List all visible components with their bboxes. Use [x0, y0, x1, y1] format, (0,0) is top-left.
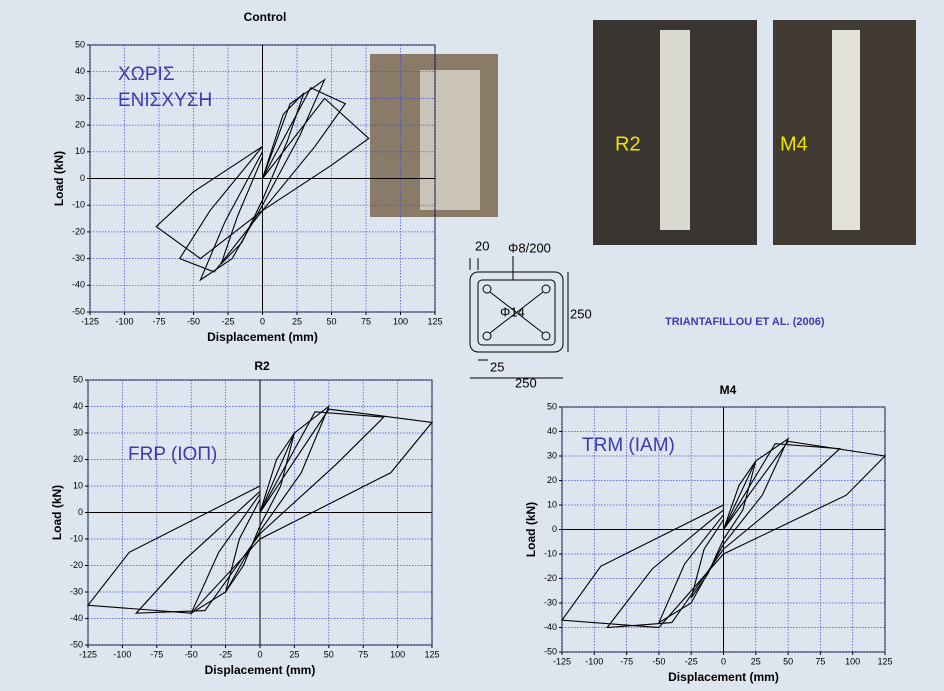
x-tick-label: -75	[620, 656, 633, 666]
y-tick-label: 0	[552, 524, 557, 534]
x-tick-label: 100	[390, 649, 405, 659]
photo-column	[660, 30, 690, 230]
section-label: 250	[515, 375, 537, 390]
annotation: TRM (ΙΑΜ)	[582, 435, 675, 456]
y-tick-label: 30	[547, 450, 557, 460]
x-tick-label: -50	[187, 316, 200, 326]
y-tick-label: -40	[544, 622, 557, 632]
chart-title: R2	[254, 359, 270, 373]
y-tick-label: 10	[547, 499, 557, 509]
y-tick-label: 40	[73, 401, 83, 411]
x-tick-label: -75	[150, 649, 163, 659]
y-tick-label: 20	[75, 119, 85, 129]
photo-label: M4	[780, 133, 808, 155]
annotation: ΕΝΙΣΧΥΣΗ	[118, 90, 212, 111]
x-tick-label: 75	[361, 316, 371, 326]
x-tick-label: -100	[585, 656, 603, 666]
y-tick-label: 0	[80, 173, 85, 183]
y-axis-label: Load (kN)	[52, 151, 66, 206]
x-tick-label: 50	[326, 316, 336, 326]
x-tick-label: 75	[358, 649, 368, 659]
y-tick-label: -50	[544, 646, 557, 656]
y-tick-label: -40	[72, 280, 85, 290]
x-tick-label: 0	[260, 316, 265, 326]
y-tick-label: 50	[73, 374, 83, 384]
section-label: Φ8/200	[508, 240, 551, 255]
annotation: ΧΩΡΙΣ	[118, 64, 175, 85]
y-tick-label: -20	[70, 560, 83, 570]
y-tick-label: 50	[75, 39, 85, 49]
section-label: Φ14	[500, 304, 525, 319]
x-tick-label: 25	[751, 656, 761, 666]
slide: R2 M4 20 Φ8/200 Φ14 250 25 250 TRIANTAFI…	[0, 0, 944, 691]
section-label: 20	[475, 238, 489, 253]
x-tick-label: 75	[815, 656, 825, 666]
y-tick-label: -50	[70, 639, 83, 649]
x-tick-label: 100	[845, 656, 860, 666]
y-tick-label: -10	[72, 200, 85, 210]
y-tick-label: -10	[544, 548, 557, 558]
x-tick-label: 25	[289, 649, 299, 659]
y-tick-label: -40	[70, 613, 83, 623]
x-tick-label: -50	[185, 649, 198, 659]
x-tick-label: -100	[113, 649, 131, 659]
x-tick-label: -125	[79, 649, 97, 659]
photo-label: R2	[615, 133, 641, 155]
x-tick-label: 50	[324, 649, 334, 659]
chart-title: M4	[720, 383, 737, 397]
x-tick-label: 100	[393, 316, 408, 326]
y-tick-label: -30	[544, 597, 557, 607]
y-axis-label: Load (kN)	[50, 485, 64, 540]
annotation: FRP (ΙΟΠ)	[128, 444, 217, 465]
x-axis-label: Displacement (mm)	[207, 330, 318, 344]
photo-detail	[420, 70, 480, 210]
x-axis-label: Displacement (mm)	[668, 670, 779, 684]
y-tick-label: 20	[547, 475, 557, 485]
x-tick-label: -50	[652, 656, 665, 666]
y-tick-label: 10	[75, 146, 85, 156]
y-tick-label: 50	[547, 401, 557, 411]
chart-title: Control	[244, 10, 287, 24]
x-tick-label: -125	[81, 316, 99, 326]
x-tick-label: 0	[257, 649, 262, 659]
y-tick-label: -30	[72, 253, 85, 263]
y-tick-label: -20	[72, 226, 85, 236]
y-tick-label: -20	[544, 573, 557, 583]
y-tick-label: 40	[547, 426, 557, 436]
y-tick-label: -50	[72, 306, 85, 316]
x-tick-label: 125	[877, 656, 892, 666]
y-tick-label: 20	[73, 454, 83, 464]
y-tick-label: 10	[73, 480, 83, 490]
x-tick-label: -25	[221, 316, 234, 326]
x-tick-label: -25	[685, 656, 698, 666]
x-tick-label: -25	[219, 649, 232, 659]
x-tick-label: 125	[424, 649, 439, 659]
y-tick-label: 30	[75, 93, 85, 103]
x-tick-label: 125	[427, 316, 442, 326]
y-tick-label: -10	[70, 533, 83, 543]
y-tick-label: 0	[78, 507, 83, 517]
y-tick-label: 30	[73, 427, 83, 437]
x-tick-label: -125	[553, 656, 571, 666]
y-axis-label: Load (kN)	[524, 502, 538, 557]
y-tick-label: 40	[75, 66, 85, 76]
y-tick-label: -30	[70, 586, 83, 596]
x-tick-label: 50	[783, 656, 793, 666]
x-tick-label: 0	[721, 656, 726, 666]
citation: TRIANTAFILLOU ET AL. (2006)	[665, 316, 825, 328]
x-tick-label: -100	[115, 316, 133, 326]
x-tick-label: 25	[292, 316, 302, 326]
x-axis-label: Displacement (mm)	[205, 663, 316, 677]
photo-column	[832, 30, 860, 230]
section-label: 250	[570, 306, 592, 321]
section-label: 25	[490, 359, 504, 374]
x-tick-label: -75	[152, 316, 165, 326]
